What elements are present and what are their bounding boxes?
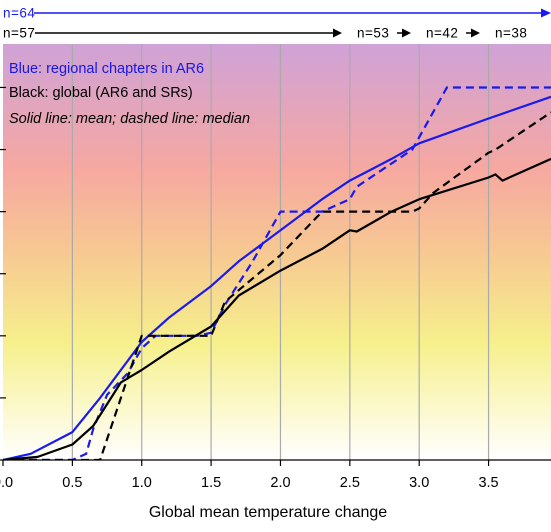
x-tick-label-1: 0.5 xyxy=(62,475,82,491)
x-tick-label-7: 3.5 xyxy=(478,475,498,491)
legend-line-blue: Blue: regional chapters in AR6 xyxy=(9,61,204,77)
black-count-arrowhead-2 xyxy=(471,28,480,38)
x-axis: 0.0 0.5 1.0 1.5 2.0 2.5 3.0 3.5 xyxy=(0,86,551,491)
black-count-label-3: n=38 xyxy=(495,26,527,41)
black-count-arrowhead-0 xyxy=(333,28,342,38)
x-axis-label: Global mean temperature change xyxy=(149,504,387,521)
blue-count-arrowhead xyxy=(541,8,551,18)
black-count-label-1: n=53 xyxy=(357,26,389,41)
blue-count-label: n=64 xyxy=(3,6,35,21)
sample-count-annotations: n=64 n=57 n=53 n=42 n=38 xyxy=(3,6,551,41)
black-count-arrowhead-1 xyxy=(402,28,411,38)
black-count-label-0: n=57 xyxy=(3,26,35,41)
legend-line-black: Black: global (AR6 and SRs) xyxy=(9,85,193,101)
legend-line-style: Solid line: mean; dashed line: median xyxy=(9,111,250,127)
series-layer xyxy=(3,86,551,460)
gridlines xyxy=(71,44,490,460)
x-tick-label-0: 0.0 xyxy=(0,475,13,491)
black-count-label-2: n=42 xyxy=(426,26,458,41)
x-tick-label-5: 2.5 xyxy=(340,475,360,491)
series-black-solid xyxy=(3,157,551,460)
legend: Blue: regional chapters in AR6 Black: gl… xyxy=(9,61,250,127)
x-tick-label-3: 1.5 xyxy=(201,475,221,491)
series-black-dashed xyxy=(3,111,551,460)
x-tick-label-2: 1.0 xyxy=(132,475,152,491)
plot-background xyxy=(3,44,551,460)
series-blue-solid xyxy=(3,95,551,460)
x-tick-label-4: 2.0 xyxy=(270,475,290,491)
x-tick-label-6: 3.0 xyxy=(409,475,429,491)
